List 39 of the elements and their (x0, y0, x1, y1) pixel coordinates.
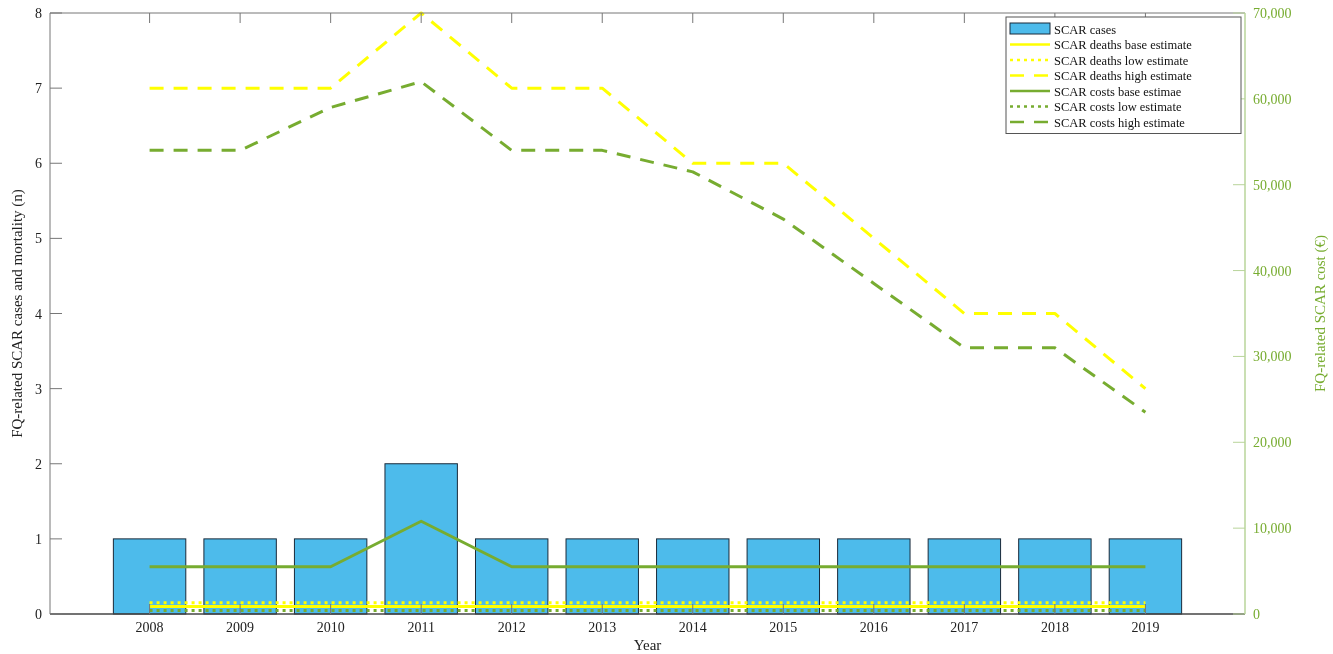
x-tick-label: 2018 (1040, 620, 1069, 635)
y-tick-label: 1 (35, 531, 42, 547)
y-tick-label: 6 (35, 156, 42, 172)
x-tick-label: 2008 (135, 620, 164, 635)
y2-tick-label: 50,000 (1253, 177, 1292, 193)
x-tick-label: 2009 (226, 620, 255, 635)
y-tick-label: 7 (35, 81, 42, 97)
x-tick-label: 2015 (769, 620, 798, 635)
x-tick-label: 2010 (316, 620, 345, 635)
y-tick-label: 2 (35, 456, 42, 472)
legend-label: SCAR deaths high estimate (1054, 69, 1193, 83)
y2-axis-title: FQ-related SCAR cost (€) (1312, 234, 1329, 393)
y-tick-label: 8 (35, 6, 42, 21)
x-axis-title: Year (633, 637, 662, 653)
x-tick-label: 2011 (407, 620, 435, 635)
y2-tick-label: 0 (1253, 607, 1260, 622)
legend-label: SCAR costs low estimate (1054, 100, 1182, 114)
legend-label: SCAR deaths low estimate (1054, 53, 1189, 68)
y-tick-label: 5 (35, 231, 42, 247)
y2-tick-label: 60,000 (1253, 91, 1292, 107)
y-tick-label: 0 (35, 607, 42, 622)
x-tick-label: 2016 (859, 620, 888, 635)
x-tick-label: 2014 (678, 620, 707, 635)
x-tick-label: 2017 (950, 620, 979, 635)
y2-tick-label: 20,000 (1253, 435, 1292, 451)
y2-tick-label: 30,000 (1253, 349, 1292, 365)
y-tick-label: 4 (35, 306, 42, 322)
legend-label: SCAR costs high estimate (1054, 115, 1186, 130)
x-tick-label: 2013 (588, 620, 617, 635)
x-tick-label: 2019 (1131, 620, 1160, 635)
y2-tick-label: 40,000 (1253, 263, 1292, 279)
y2-tick-label: 10,000 (1253, 521, 1292, 537)
legend-label: SCAR costs base estimae (1054, 84, 1182, 99)
x-tick-label: 2012 (497, 620, 526, 635)
y-tick-label: 3 (35, 381, 42, 397)
legend-label: SCAR deaths base estimate (1054, 38, 1193, 52)
y2-tick-label: 70,000 (1253, 6, 1292, 21)
legend-label: SCAR cases (1054, 22, 1117, 37)
y-axis-title: FQ-related SCAR cases and mortality (n) (9, 189, 26, 438)
